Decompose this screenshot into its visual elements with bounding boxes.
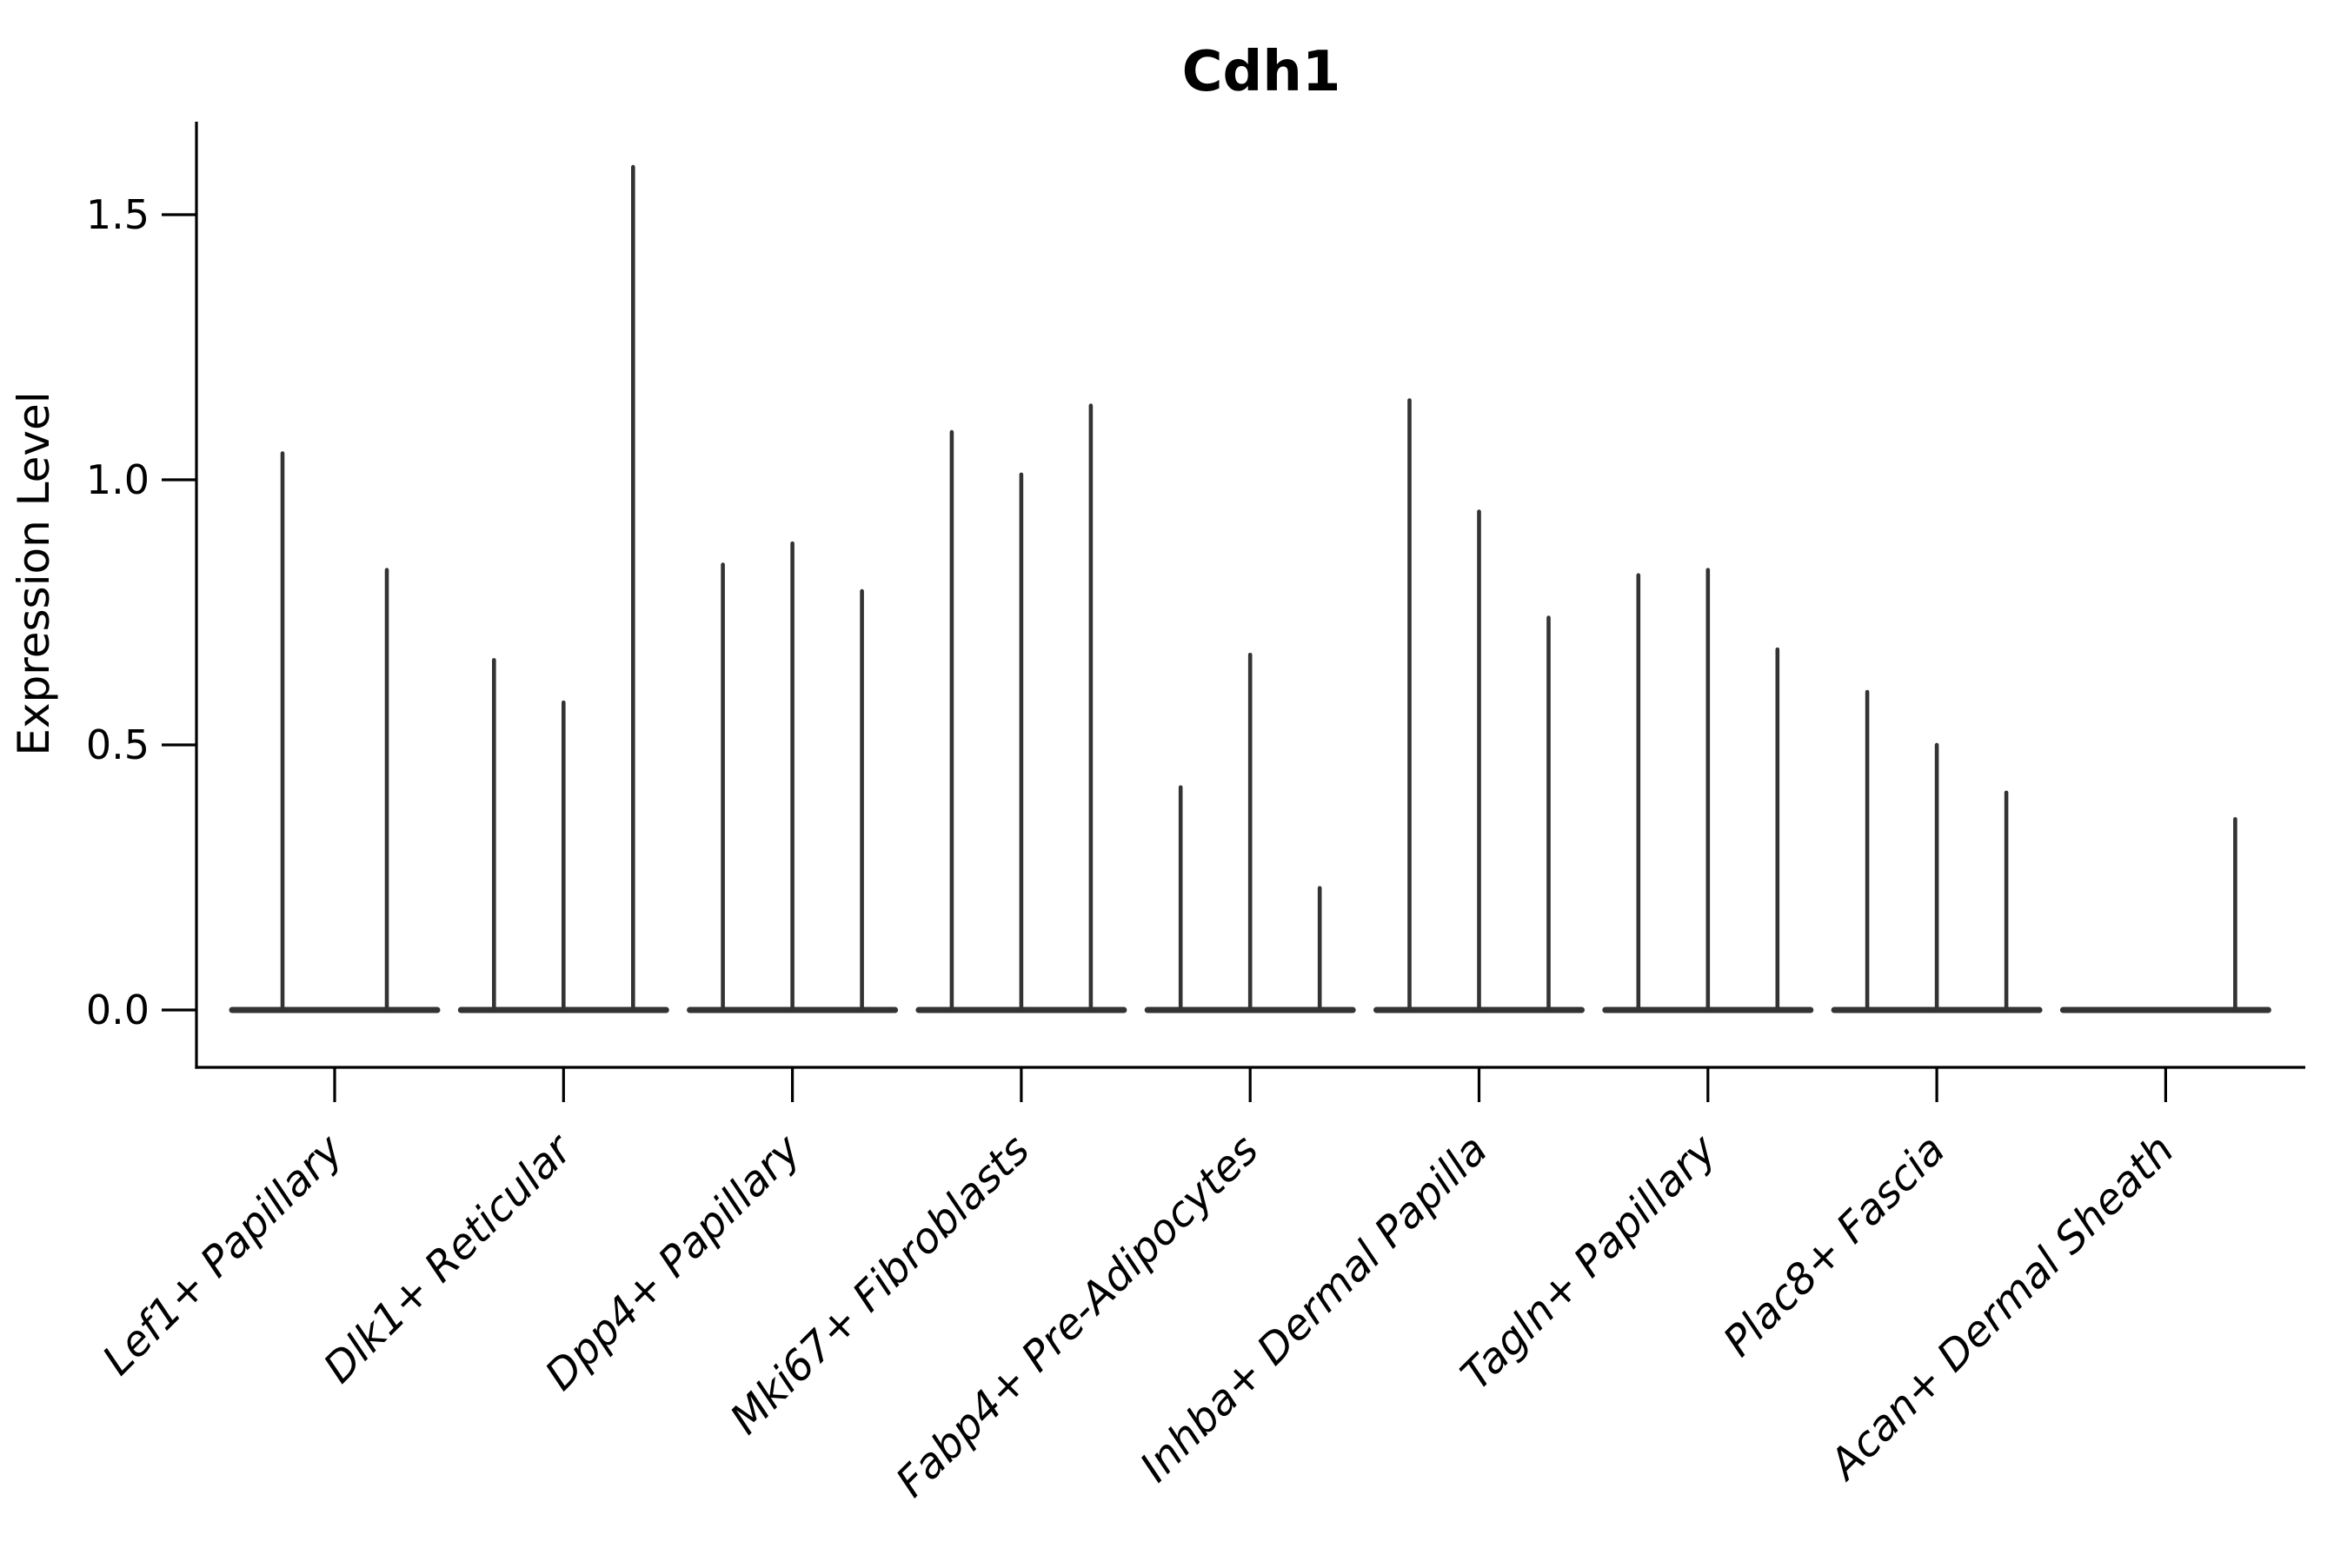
y-tick-label: 0.0 xyxy=(86,987,150,1033)
y-tick-label: 1.5 xyxy=(86,191,150,238)
x-tick-label: Fabp4+ Pre-Adipocytes xyxy=(887,1126,1268,1507)
x-tick-label: Lef1+ Papillary xyxy=(93,1125,353,1385)
x-tick-label: Tagln+ Papillary xyxy=(1452,1125,1726,1399)
y-axis-label: Expression Level xyxy=(9,391,59,755)
x-tick-label: Plac8+ Fascia xyxy=(1714,1126,1955,1366)
chart-title: Cdh1 xyxy=(1182,40,1341,104)
y-tick-label: 1.0 xyxy=(86,456,150,503)
x-tick-label: Dlk1+ Reticular xyxy=(315,1124,584,1393)
y-tick-label: 0.5 xyxy=(86,721,150,768)
x-tick-label: Dpp4+ Papillary xyxy=(535,1125,810,1399)
